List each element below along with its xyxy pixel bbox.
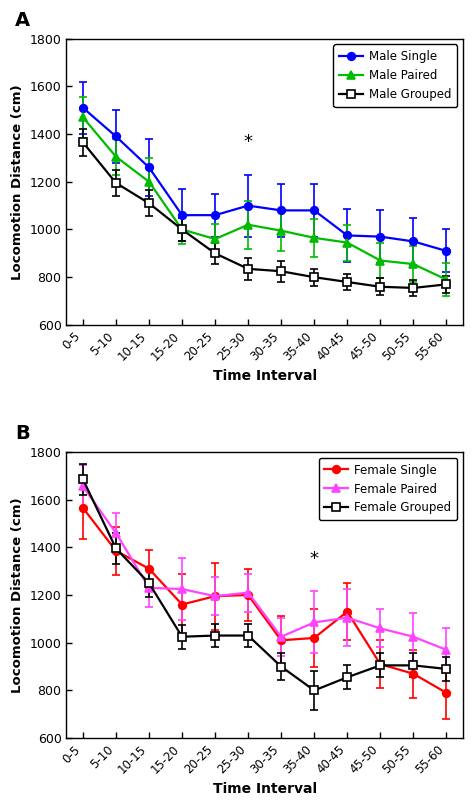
Female Paired [245, 587, 251, 597]
Female Grouped [245, 631, 251, 641]
Male Grouped [245, 264, 251, 274]
Female Grouped [146, 578, 152, 587]
Female Paired [345, 613, 350, 622]
Male Paired [311, 233, 317, 243]
Legend: Female Single, Female Paired, Female Grouped: Female Single, Female Paired, Female Gro… [319, 458, 457, 521]
Male Single [245, 201, 251, 211]
Male Paired [212, 234, 218, 244]
Male Paired [410, 259, 416, 269]
Female Single [80, 503, 86, 512]
Female Single [311, 633, 317, 642]
Female Paired [444, 645, 449, 654]
Male Paired [146, 177, 152, 186]
Text: A: A [15, 11, 30, 30]
Female Grouped [212, 631, 218, 641]
Female Single [179, 600, 185, 609]
Female Paired [146, 583, 152, 592]
Female Single [245, 590, 251, 600]
Female Grouped [311, 686, 317, 696]
Line: Female Paired: Female Paired [79, 483, 450, 654]
Female Grouped [113, 544, 119, 554]
Male Single [345, 231, 350, 240]
Female Single [444, 688, 449, 698]
Female Grouped [80, 475, 86, 484]
Female Grouped [377, 660, 383, 670]
Male Single [410, 236, 416, 246]
Female Single [146, 564, 152, 574]
Line: Female Single: Female Single [79, 504, 450, 696]
Male Grouped [410, 283, 416, 293]
X-axis label: Time Interval: Time Interval [212, 782, 317, 796]
Male Paired [179, 224, 185, 234]
Female Grouped [278, 662, 284, 671]
Male Paired [377, 256, 383, 266]
Male Paired [278, 226, 284, 236]
Female Paired [80, 482, 86, 491]
Male Grouped [444, 279, 449, 289]
Male Grouped [113, 178, 119, 188]
Male Grouped [311, 272, 317, 282]
Male Single [444, 246, 449, 256]
Female Grouped [444, 664, 449, 674]
Female Grouped [179, 632, 185, 642]
Female Single [410, 669, 416, 679]
Y-axis label: Locomotion Distance (cm): Locomotion Distance (cm) [11, 497, 24, 692]
Male Paired [245, 220, 251, 229]
Female Paired [377, 624, 383, 633]
Female Single [345, 607, 350, 617]
Male Single [377, 232, 383, 241]
Male Grouped [146, 199, 152, 208]
Male Grouped [278, 266, 284, 276]
Male Grouped [345, 277, 350, 286]
Male Grouped [212, 249, 218, 258]
Female Grouped [345, 672, 350, 682]
Text: B: B [15, 424, 29, 443]
Male Single [179, 211, 185, 220]
Text: *: * [244, 132, 253, 151]
Legend: Male Single, Male Paired, Male Grouped: Male Single, Male Paired, Male Grouped [333, 44, 457, 107]
Male Single [311, 206, 317, 215]
Male Grouped [179, 224, 185, 234]
Female Single [377, 659, 383, 669]
Male Grouped [377, 282, 383, 291]
Male Paired [345, 238, 350, 248]
Female Paired [278, 632, 284, 642]
Female Grouped [410, 660, 416, 670]
Female Single [278, 635, 284, 645]
Female Paired [311, 617, 317, 627]
Male Paired [113, 152, 119, 161]
Male Single [212, 211, 218, 220]
Male Single [113, 132, 119, 141]
Line: Female Grouped: Female Grouped [79, 475, 450, 694]
Male Single [278, 206, 284, 215]
X-axis label: Time Interval: Time Interval [212, 369, 317, 383]
Female Paired [113, 528, 119, 537]
Female Paired [179, 584, 185, 594]
Female Paired [212, 592, 218, 601]
Line: Male Grouped: Male Grouped [79, 139, 450, 292]
Male Single [80, 103, 86, 113]
Male Single [146, 162, 152, 172]
Line: Male Paired: Male Paired [79, 114, 450, 283]
Line: Male Single: Male Single [79, 104, 450, 255]
Male Paired [80, 112, 86, 122]
Female Paired [410, 632, 416, 642]
Male Grouped [80, 137, 86, 147]
Y-axis label: Locomotion Distance (cm): Locomotion Distance (cm) [11, 84, 24, 279]
Female Single [212, 592, 218, 601]
Text: *: * [310, 550, 319, 567]
Male Paired [444, 274, 449, 284]
Female Single [113, 546, 119, 556]
